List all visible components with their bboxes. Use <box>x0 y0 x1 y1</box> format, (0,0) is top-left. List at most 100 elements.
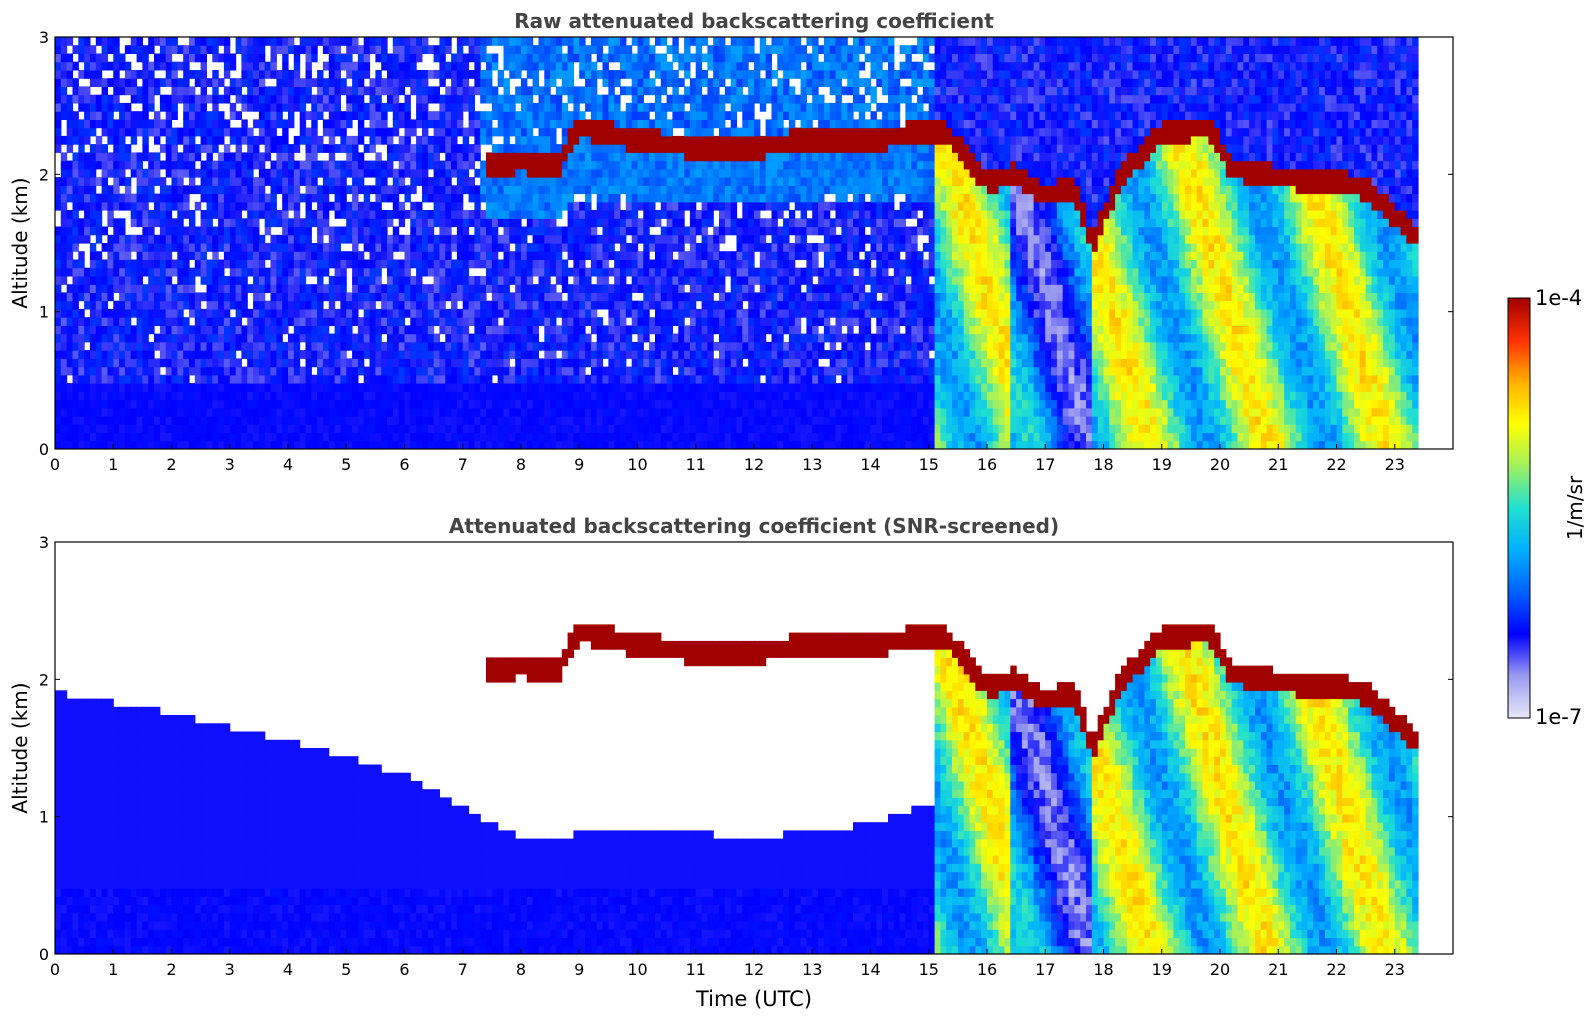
heatmap-cell <box>78 367 84 376</box>
heatmap-cell <box>90 424 96 433</box>
heatmap-cell <box>241 161 247 170</box>
heatmap-cell <box>329 169 335 178</box>
heatmap-cell <box>276 301 282 310</box>
heatmap-cell <box>55 317 61 326</box>
heatmap-cell <box>166 325 172 334</box>
heatmap-cell <box>90 161 96 170</box>
heatmap-cell <box>422 424 428 433</box>
heatmap-cell <box>148 292 154 301</box>
heatmap-cell <box>224 317 230 326</box>
heatmap-cell <box>603 218 609 227</box>
heatmap-cell <box>160 243 166 252</box>
heatmap-cell <box>439 161 445 170</box>
heatmap-cell <box>562 243 568 252</box>
heatmap-cell <box>515 400 521 409</box>
heatmap-cell <box>300 309 306 318</box>
heatmap-cell <box>352 202 358 211</box>
heatmap-cell <box>655 235 661 244</box>
heatmap-cell <box>562 177 568 186</box>
heatmap-cell <box>655 119 661 128</box>
heatmap-cell <box>96 62 102 71</box>
heatmap-cell <box>137 284 143 293</box>
heatmap-cell <box>137 424 143 433</box>
heatmap-cell <box>55 441 61 450</box>
heatmap-cell <box>370 325 376 334</box>
heatmap-cell <box>399 37 405 46</box>
heatmap-cell <box>61 70 67 79</box>
heatmap-cell <box>172 185 178 194</box>
heatmap-cell <box>678 202 684 211</box>
heatmap-cell <box>329 103 335 112</box>
heatmap-cell <box>474 433 480 442</box>
heatmap-cell <box>504 424 510 433</box>
heatmap-cell <box>539 358 545 367</box>
heatmap-cell <box>375 334 381 343</box>
heatmap-cell <box>469 235 475 244</box>
heatmap-cell <box>649 358 655 367</box>
heatmap-cell <box>131 325 137 334</box>
heatmap-cell <box>504 416 510 425</box>
heatmap-cell <box>137 86 143 95</box>
heatmap-cell <box>96 37 102 46</box>
heatmap-cell <box>539 342 545 351</box>
heatmap-cell <box>113 45 119 54</box>
heatmap-cell <box>102 301 108 310</box>
heatmap-cell <box>632 309 638 318</box>
heatmap-cell <box>393 202 399 211</box>
heatmap-cell <box>224 400 230 409</box>
heatmap-cell <box>73 227 79 236</box>
heatmap-cell <box>259 243 265 252</box>
heatmap-cell <box>515 383 521 392</box>
heatmap-cell <box>603 400 609 409</box>
heatmap-cell <box>643 136 649 145</box>
heatmap-cell <box>276 375 282 384</box>
heatmap-cell <box>457 292 463 301</box>
heatmap-cell <box>207 301 213 310</box>
heatmap-cell <box>428 350 434 359</box>
heatmap-cell <box>323 243 329 252</box>
heatmap-cell <box>212 95 218 104</box>
heatmap-cell <box>655 185 661 194</box>
heatmap-cell <box>463 251 469 260</box>
heatmap-cell <box>614 202 620 211</box>
heatmap-cell <box>469 185 475 194</box>
heatmap-cell <box>207 400 213 409</box>
heatmap-cell <box>469 367 475 376</box>
heatmap-cell <box>241 276 247 285</box>
heatmap-cell <box>113 325 119 334</box>
heatmap-cell <box>521 185 527 194</box>
heatmap-cell <box>672 391 678 400</box>
heatmap-cell <box>486 128 492 137</box>
heatmap-cell <box>515 408 521 417</box>
heatmap-cell <box>626 177 632 186</box>
heatmap-cell <box>457 194 463 203</box>
heatmap-cell <box>172 268 178 277</box>
heatmap-cell <box>306 70 312 79</box>
heatmap-cell <box>131 202 137 211</box>
heatmap-cell <box>294 185 300 194</box>
heatmap-cell <box>364 309 370 318</box>
heatmap-cell <box>445 383 451 392</box>
heatmap-cell <box>568 367 574 376</box>
heatmap-cell <box>224 210 230 219</box>
heatmap-cell <box>690 317 696 326</box>
heatmap-cell <box>346 103 352 112</box>
heatmap-cell <box>469 95 475 104</box>
heatmap-cell <box>597 169 603 178</box>
heatmap-cell <box>684 408 690 417</box>
heatmap-cell <box>562 441 568 450</box>
heatmap-cell <box>504 119 510 128</box>
heatmap-cell <box>405 268 411 277</box>
heatmap-cell <box>306 416 312 425</box>
heatmap-cell <box>84 292 90 301</box>
heatmap-cell <box>259 251 265 260</box>
heatmap-cell <box>416 235 422 244</box>
heatmap-cell <box>573 177 579 186</box>
heatmap-cell <box>428 383 434 392</box>
heatmap-cell <box>614 45 620 54</box>
heatmap-cell <box>73 342 79 351</box>
heatmap-cell <box>445 309 451 318</box>
heatmap-cell <box>294 177 300 186</box>
heatmap-cell <box>573 37 579 46</box>
